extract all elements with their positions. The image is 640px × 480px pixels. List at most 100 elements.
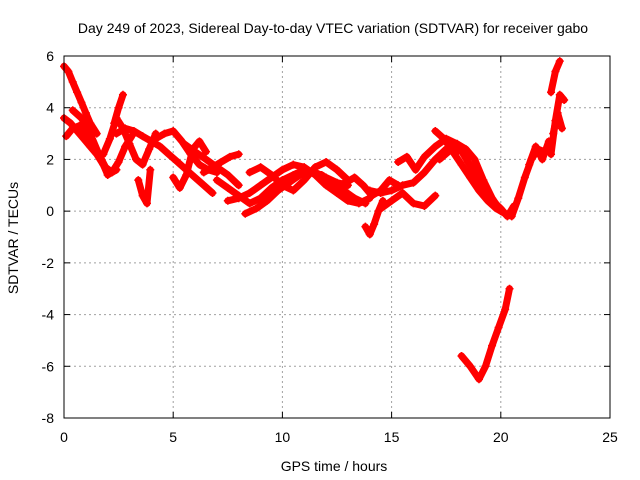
data-point-track-d [77, 114, 86, 123]
data-point-track-s [398, 181, 407, 190]
data-point-track-e [138, 160, 147, 169]
y-axis-label: SDTVAR / TECUs [5, 182, 21, 294]
y-tick-label: 0 [46, 203, 54, 219]
data-point-track-u [402, 152, 411, 161]
data-point-track-f [110, 119, 119, 128]
series-line-track-t [377, 189, 439, 213]
data-point-track-h [164, 150, 173, 159]
data-point-track-v [431, 126, 440, 135]
data-point-track-w [461, 145, 470, 154]
data-point-track-y [514, 194, 523, 203]
data-point-track-o [241, 209, 250, 218]
data-point-track-w [444, 147, 453, 156]
data-point-track-x [481, 362, 490, 371]
data-point-track-l [225, 152, 234, 161]
data-point-track-h [173, 158, 182, 167]
y-tick-label: 6 [46, 48, 54, 64]
data-point-track-u [394, 158, 403, 167]
data-point-track-l [234, 150, 243, 159]
data-point-track-z [525, 160, 534, 169]
data-point-track-d [112, 165, 121, 174]
chart-title: Day 249 of 2023, Sidereal Day-to-day VTE… [78, 20, 588, 36]
data-point-track-n [234, 194, 243, 203]
data-point-track-n [223, 196, 232, 205]
data-point-track-ab [547, 88, 556, 97]
data-point-track-k [223, 170, 232, 179]
data-point-track-f [114, 103, 123, 112]
data-point-track-z [538, 155, 547, 164]
data-point-track-l [199, 168, 208, 177]
data-point-track-r [370, 220, 379, 229]
data-point-track-k [234, 181, 243, 190]
data-point-track-x [474, 375, 483, 384]
data-point-track-w [488, 194, 497, 203]
data-point-track-aa [547, 150, 556, 159]
data-point-track-ac [553, 108, 562, 117]
data-point-track-p [245, 168, 254, 177]
data-point-track-t [376, 204, 385, 213]
data-point-track-t [420, 201, 429, 210]
data-point-track-l [208, 163, 217, 172]
data-point-track-h [129, 126, 138, 135]
data-point-track-aa [555, 90, 564, 99]
data-point-track-e [145, 145, 154, 154]
data-point-track-n [300, 163, 309, 172]
data-point-track-h [112, 129, 121, 138]
data-point-track-t [387, 196, 396, 205]
data-point-track-j [195, 137, 204, 146]
data-point-track-p [333, 165, 341, 174]
data-point-track-v [474, 186, 483, 195]
data-point-track-n [245, 189, 254, 198]
data-point-track-e [125, 139, 134, 148]
data-series [60, 57, 569, 384]
data-point-track-m [267, 183, 276, 192]
x-tick-label: 0 [60, 429, 68, 445]
data-point-track-h [138, 132, 147, 141]
data-point-track-j [175, 183, 184, 192]
data-point-track-a [73, 88, 82, 97]
data-point-track-r [365, 230, 374, 239]
data-point-track-o [295, 170, 304, 179]
data-point-track-y [507, 212, 516, 221]
data-point-track-f [118, 90, 127, 99]
data-point-track-n [289, 160, 298, 169]
series-line-track-p [246, 158, 352, 194]
data-point-track-m [256, 194, 265, 203]
data-point-track-p [256, 163, 265, 172]
data-point-track-k [180, 139, 189, 148]
data-point-track-ac [557, 124, 566, 133]
data-point-track-g [146, 165, 155, 174]
data-point-track-d [103, 170, 112, 179]
data-point-track-w [496, 207, 505, 216]
data-point-track-t [431, 191, 440, 200]
data-point-track-p [289, 186, 298, 195]
data-point-track-a [77, 98, 86, 107]
data-point-track-ab [555, 57, 564, 66]
data-point-track-q [341, 178, 350, 187]
data-point-track-p [322, 158, 331, 167]
series-line-track-ab [547, 57, 564, 96]
data-point-track-h [121, 124, 130, 133]
data-point-track-g [142, 199, 151, 208]
x-tick-label: 5 [169, 429, 177, 445]
series-line-track-k [180, 140, 243, 189]
data-point-track-a [68, 77, 77, 86]
data-point-track-i [160, 129, 169, 138]
data-point-track-x [466, 362, 475, 371]
data-point-track-t [409, 199, 418, 208]
data-point-track-s [387, 186, 396, 195]
data-point-track-n [256, 181, 265, 190]
data-point-track-y [520, 173, 529, 182]
x-tick-label: 15 [384, 429, 400, 445]
data-point-track-o [252, 204, 261, 213]
data-point-track-u [420, 152, 429, 161]
data-point-track-u [464, 158, 473, 167]
data-point-track-z [531, 142, 540, 151]
x-axis-label: GPS time / hours [281, 458, 388, 474]
data-point-track-t [398, 189, 407, 198]
series-line-track-n [224, 161, 374, 207]
data-point-track-w [453, 139, 462, 148]
data-point-track-w [435, 155, 444, 164]
data-point-track-x [505, 284, 514, 293]
series-line-track-x [458, 285, 513, 383]
